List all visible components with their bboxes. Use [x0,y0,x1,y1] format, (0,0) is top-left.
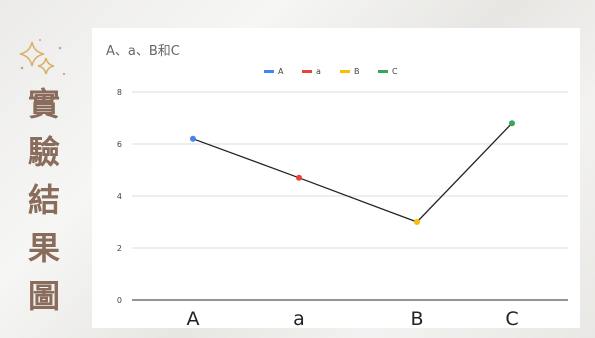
y-tick-label: 4 [117,192,122,201]
side-title-char: 果 [27,229,60,267]
chart-title: A、a、B和C [106,44,180,59]
legend-swatch [340,70,350,73]
legend-label: A [278,67,284,76]
y-tick-label: 8 [117,88,122,97]
x-tick-label: C [505,308,518,328]
side-title-char: 實 [27,85,60,123]
legend-label: C [392,67,398,76]
y-tick-label: 6 [117,140,122,149]
data-point [414,219,420,225]
sparkle-icon [19,41,55,75]
side-title-char: 驗 [27,133,60,171]
legend-swatch [264,70,274,73]
x-tick-label: a [293,308,305,328]
data-point [509,120,515,127]
x-tick-label: B [410,308,423,328]
x-tick-label: A [187,308,200,328]
side-title: 實驗結果圖 [22,80,66,320]
side-title-char: 圖 [27,277,60,315]
side-title-char: 結 [27,181,60,219]
sparkle-decoration [19,39,66,76]
legend-label: a [316,67,321,76]
sparkle-dots [20,39,66,76]
legend-label: B [354,67,360,76]
series-line [192,122,513,223]
y-tick-label: 0 [117,296,122,305]
data-point [190,135,196,142]
y-tick-label: 2 [117,244,122,253]
data-point [296,174,302,181]
legend-swatch [378,70,388,73]
legend-swatch [302,70,312,73]
line-chart: 0 2 4 6 8 A a B C A a B C [117,67,568,328]
